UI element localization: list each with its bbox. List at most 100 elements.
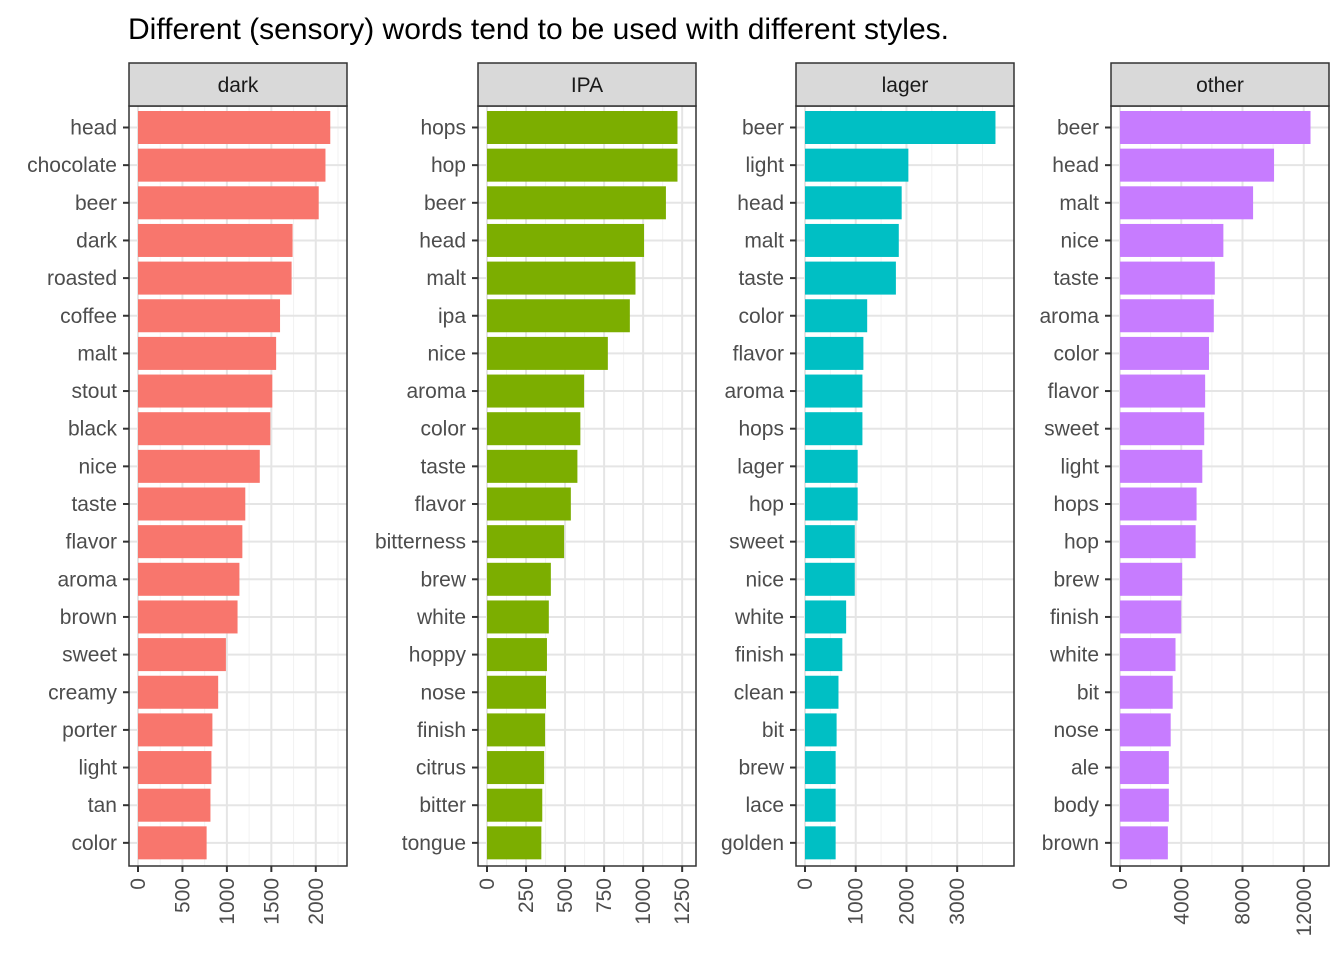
bar-other-taste — [1120, 261, 1215, 295]
y-tick-label: bit — [762, 719, 784, 742]
y-tick-label: black — [68, 418, 118, 441]
x-tick-label: 0 — [476, 878, 499, 890]
y-tick-label: white — [416, 606, 466, 629]
bar-dark-nice — [138, 449, 260, 483]
y-tick-label: sweet — [729, 531, 784, 554]
y-tick-label: hop — [431, 154, 466, 177]
bar-lager-sweet — [805, 525, 855, 559]
y-tick-label: head — [737, 192, 784, 215]
bar-dark-roasted — [138, 261, 292, 295]
bar-dark-stout — [138, 374, 273, 408]
bar-lager-color — [805, 299, 868, 333]
bar-other-nose — [1120, 713, 1171, 747]
bar-IPA-white — [487, 600, 549, 634]
bar-IPA-hop — [487, 148, 678, 182]
y-tick-label: body — [1053, 794, 1099, 817]
y-tick-label: beer — [1057, 117, 1099, 140]
y-tick-label: citrus — [416, 757, 466, 780]
bar-other-hop — [1120, 525, 1196, 559]
y-tick-label: lace — [745, 794, 784, 817]
bar-IPA-hoppy — [487, 638, 547, 672]
bar-lager-lager — [805, 449, 858, 483]
bar-lager-taste — [805, 261, 896, 295]
y-tick-label: beer — [424, 192, 466, 215]
y-tick-label: nice — [427, 342, 466, 365]
bar-other-white — [1120, 638, 1176, 672]
y-tick-label: flavor — [66, 531, 117, 554]
y-tick-label: brew — [738, 757, 784, 780]
bar-other-hops — [1120, 487, 1197, 521]
y-tick-label: color — [420, 418, 466, 441]
bar-other-aroma — [1120, 299, 1214, 333]
bar-other-color — [1120, 336, 1209, 370]
bar-other-nice — [1120, 223, 1224, 257]
bar-dark-brown — [138, 600, 238, 634]
bar-lager-aroma — [805, 374, 863, 408]
y-tick-label: aroma — [406, 380, 466, 403]
bar-IPA-brew — [487, 562, 551, 596]
bar-IPA-aroma — [487, 374, 585, 408]
strip-label: other — [1196, 74, 1244, 97]
bar-lager-hop — [805, 487, 858, 521]
bar-other-head — [1120, 148, 1275, 182]
bar-other-brown — [1120, 826, 1168, 860]
bar-lager-hops — [805, 412, 863, 446]
x-tick-label: 750 — [593, 878, 616, 913]
y-tick-label: brew — [1053, 568, 1099, 591]
x-tick-label: 0 — [794, 878, 817, 890]
y-tick-label: stout — [71, 380, 117, 403]
y-tick-label: flavor — [415, 493, 466, 516]
bar-dark-flavor — [138, 525, 243, 559]
x-tick-label: 1250 — [671, 878, 694, 925]
bar-IPA-bitter — [487, 788, 543, 822]
bar-IPA-head — [487, 223, 645, 257]
bar-IPA-taste — [487, 449, 578, 483]
y-tick-label: finish — [1050, 606, 1099, 629]
y-tick-label: sweet — [62, 644, 117, 667]
y-tick-label: lager — [737, 455, 784, 478]
y-tick-label: sweet — [1044, 418, 1099, 441]
y-tick-label: hops — [420, 117, 466, 140]
bar-lager-beer — [805, 111, 996, 144]
bar-lager-light — [805, 148, 909, 182]
y-tick-label: brown — [60, 606, 117, 629]
x-tick-label: 0 — [127, 878, 150, 890]
bar-other-beer — [1120, 111, 1311, 144]
y-tick-label: hop — [749, 493, 784, 516]
y-tick-label: golden — [721, 832, 784, 855]
y-tick-label: head — [419, 229, 466, 252]
y-tick-label: bitterness — [375, 531, 466, 554]
y-tick-label: nice — [1060, 229, 1099, 252]
y-tick-label: dark — [76, 229, 117, 252]
y-tick-label: beer — [75, 192, 117, 215]
y-tick-label: creamy — [48, 681, 117, 704]
bar-IPA-citrus — [487, 751, 545, 785]
bar-lager-flavor — [805, 336, 864, 370]
bar-other-brew — [1120, 562, 1183, 596]
y-tick-label: finish — [735, 644, 784, 667]
x-tick-label: 8000 — [1232, 878, 1255, 925]
bar-dark-malt — [138, 336, 277, 370]
y-tick-label: color — [1053, 342, 1099, 365]
x-tick-label: 500 — [171, 878, 194, 913]
y-tick-label: chocolate — [27, 154, 117, 177]
bar-dark-tan — [138, 788, 211, 822]
y-tick-label: aroma — [724, 380, 784, 403]
y-tick-label: bitter — [419, 794, 466, 817]
strip-dark — [128, 62, 348, 107]
y-tick-label: taste — [420, 455, 466, 478]
strip-IPA — [477, 62, 697, 107]
y-tick-label: beer — [742, 117, 784, 140]
bar-IPA-beer — [487, 186, 666, 220]
strip-label: dark — [218, 74, 259, 97]
y-tick-label: porter — [62, 719, 117, 742]
x-tick-label: 4000 — [1170, 878, 1193, 925]
bar-dark-creamy — [138, 675, 219, 709]
x-tick-label: 3000 — [946, 878, 969, 925]
y-tick-label: aroma — [57, 568, 117, 591]
bar-other-light — [1120, 449, 1203, 483]
bar-other-body — [1120, 788, 1169, 822]
y-tick-label: bit — [1077, 681, 1099, 704]
bar-other-bit — [1120, 675, 1173, 709]
